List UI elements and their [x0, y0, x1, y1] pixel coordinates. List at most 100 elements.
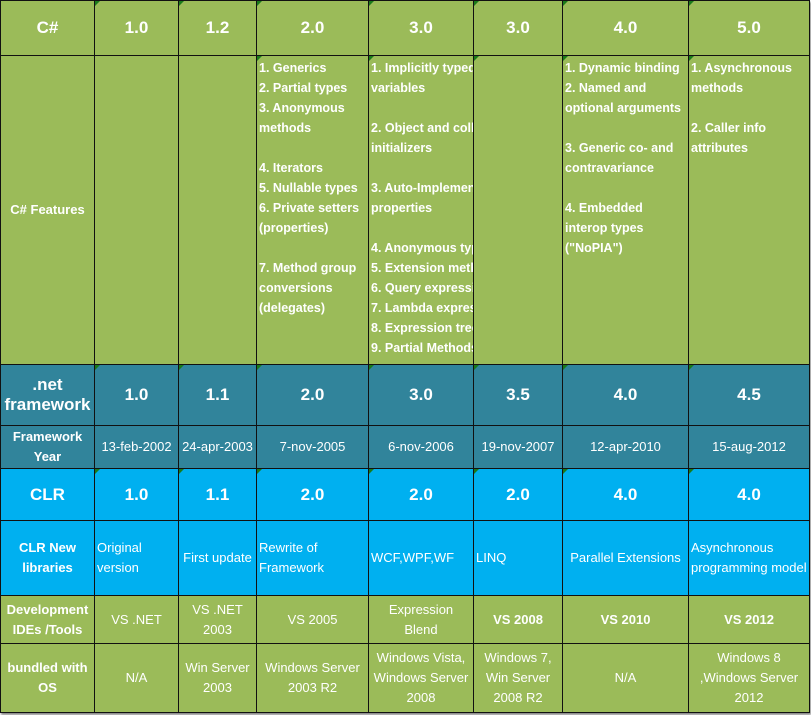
feature-line: (properties) — [259, 221, 329, 235]
feature-line: 2. Named and — [565, 81, 647, 95]
os-cell: Windows Vista, Windows Server 2008 — [368, 643, 474, 713]
clr-library-cell: Rewrite of Framework — [256, 520, 369, 596]
feature-line: 9. Partial Methods — [371, 341, 474, 355]
csharp-version-cell: 4.0 — [562, 0, 689, 56]
clr-version-cell: 2.0 — [473, 468, 563, 521]
framework-version-cell: 4.0 — [562, 364, 689, 426]
csharp-version-cell: 5.0 — [688, 0, 810, 56]
framework-year-cell: 13-feb-2002 — [94, 425, 179, 469]
feature-line: methods — [259, 121, 312, 135]
os-cell: Windows 7, Win Server 2008 R2 — [473, 643, 563, 713]
feature-line: 1. Generics — [259, 61, 327, 75]
csharp-features-row: C# Features 1. Generics 2. Partial types 3.… — [0, 55, 810, 365]
csharp-version-cell: 1.2 — [178, 0, 257, 56]
feature-line — [371, 158, 471, 178]
framework-version-label: .net framework — [0, 364, 95, 426]
os-row: bundled with OS N/A Win Server 2003 Windows… — [0, 643, 810, 713]
feature-line: 2. Object and collection — [371, 121, 473, 135]
feature-line: initializers — [371, 141, 433, 155]
feature-line: 6. Private setters — [259, 201, 360, 215]
ide-cell: VS 2012 — [688, 595, 810, 644]
feature-line — [691, 98, 807, 118]
csharp-version-label: C# — [0, 0, 95, 56]
framework-version-cell: 2.0 — [256, 364, 369, 426]
features-label: C# Features — [0, 55, 95, 365]
feature-line — [565, 118, 686, 138]
framework-year-cell: 15-aug-2012 — [688, 425, 810, 469]
csharp-version-cell: 2.0 — [256, 0, 369, 56]
ide-cell: VS .NET 2003 — [178, 595, 257, 644]
features-cell: 1. Asynchronous methods 2. Caller info attr… — [688, 55, 810, 365]
os-cell: N/A — [94, 643, 179, 713]
os-cell: N/A — [562, 643, 689, 713]
csharp-version-row: C# 1.0 1.2 2.0 3.0 3.0 4.0 5.0 — [0, 0, 810, 56]
framework-year-cell: 19-nov-2007 — [473, 425, 563, 469]
clr-version-cell: 4.0 — [688, 468, 810, 521]
framework-version-cell: 3.5 — [473, 364, 563, 426]
clr-library-cell: First update — [178, 520, 257, 596]
csharp-version-cell: 3.0 — [368, 0, 474, 56]
feature-line: 3. Generic co- and — [565, 141, 674, 155]
framework-version-cell: 3.0 — [368, 364, 474, 426]
clr-library-cell: LINQ — [473, 520, 563, 596]
feature-line — [259, 138, 366, 158]
framework-version-cell: 1.0 — [94, 364, 179, 426]
feature-line: (delegates) — [259, 301, 325, 315]
feature-line: 1. Asynchronous — [691, 61, 792, 75]
feature-line: variables — [371, 81, 426, 95]
feature-line: 6. Query expressions — [371, 281, 474, 295]
ide-label: Development IDEs /Tools — [0, 595, 95, 644]
features-cell — [473, 55, 563, 365]
os-cell: Win Server 2003 — [178, 643, 257, 713]
features-cell — [178, 55, 257, 365]
feature-line: 2. Caller info — [691, 121, 767, 135]
csharp-version-cell: 1.0 — [94, 0, 179, 56]
feature-line: 7. Method group — [259, 261, 357, 275]
ide-cell: Expression Blend — [368, 595, 474, 644]
feature-line: 7. Lambda expressions — [371, 301, 473, 315]
feature-line: ("NoPIA") — [565, 241, 623, 255]
framework-year-row: Framework Year 13-feb-2002 24-apr-2003 7-no… — [0, 425, 810, 469]
feature-line: optional arguments — [565, 101, 681, 115]
clr-library-cell: Parallel Extensions — [562, 520, 689, 596]
os-cell: Windows Server 2003 R2 — [256, 643, 369, 713]
clr-library-cell: WCF,WPF,WF — [368, 520, 474, 596]
clr-version-label: CLR — [0, 468, 95, 521]
feature-line: 1. Dynamic binding — [565, 61, 680, 75]
feature-line: 5. Nullable types — [259, 181, 358, 195]
feature-line — [565, 178, 686, 198]
feature-line: 2. Partial types — [259, 81, 348, 95]
feature-line: 4. Embedded — [565, 201, 643, 215]
framework-year-cell: 12-apr-2010 — [562, 425, 689, 469]
csharp-version-cell: 3.0 — [473, 0, 563, 56]
framework-year-label: Framework Year — [0, 425, 95, 469]
feature-line: 1. Implicitly typed local — [371, 61, 474, 75]
ide-cell: VS 2008 — [473, 595, 563, 644]
features-cell: 1. Implicitly typed local variables 2. Obj… — [368, 55, 474, 365]
framework-version-cell: 4.5 — [688, 364, 810, 426]
framework-version-cell: 1.1 — [178, 364, 257, 426]
feature-line: conversions — [259, 281, 333, 295]
framework-year-cell: 6-nov-2006 — [368, 425, 474, 469]
feature-line — [371, 98, 471, 118]
features-cell — [94, 55, 179, 365]
feature-line: attributes — [691, 141, 748, 155]
clr-libraries-row: CLR New libraries Original version First u… — [0, 520, 810, 596]
framework-year-cell: 7-nov-2005 — [256, 425, 369, 469]
clr-version-cell: 1.1 — [178, 468, 257, 521]
feature-line: 5. Extension methods — [371, 261, 473, 275]
feature-line: 4. Anonymous types — [371, 241, 473, 255]
framework-year-cell: 24-apr-2003 — [178, 425, 257, 469]
clr-library-cell: Asynchronous programming model — [688, 520, 810, 596]
feature-line: 3. Auto-Implemented — [371, 181, 473, 195]
framework-version-row: .net framework 1.0 1.1 2.0 3.0 3.5 4.0 4.5 — [0, 364, 810, 426]
feature-line — [259, 238, 366, 258]
feature-line: contravariance — [565, 161, 654, 175]
clr-library-cell: Original version — [94, 520, 179, 596]
features-cell: 1. Dynamic binding 2. Named and optional a… — [562, 55, 689, 365]
ide-cell: VS 2005 — [256, 595, 369, 644]
feature-line: 4. Iterators — [259, 161, 323, 175]
features-cell: 1. Generics 2. Partial types 3. Anonymous m… — [256, 55, 369, 365]
ide-cell: VS 2010 — [562, 595, 689, 644]
